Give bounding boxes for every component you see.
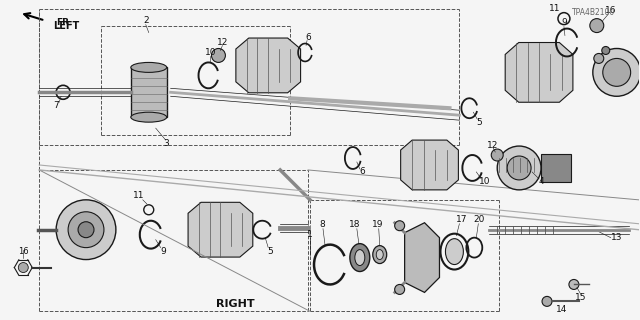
Text: 5: 5 <box>476 118 482 127</box>
Ellipse shape <box>355 250 365 266</box>
Circle shape <box>602 46 610 54</box>
Circle shape <box>395 284 404 294</box>
Circle shape <box>603 59 630 86</box>
Text: 19: 19 <box>372 220 383 229</box>
Polygon shape <box>505 43 573 102</box>
Text: 16: 16 <box>18 247 29 256</box>
Text: 13: 13 <box>611 233 623 242</box>
Text: RIGHT: RIGHT <box>216 299 255 309</box>
Text: 9: 9 <box>161 247 166 256</box>
Ellipse shape <box>350 244 370 271</box>
Text: 15: 15 <box>575 293 587 302</box>
Circle shape <box>594 53 604 63</box>
Polygon shape <box>401 140 458 190</box>
Text: 12: 12 <box>217 38 228 47</box>
Ellipse shape <box>131 112 166 122</box>
Text: 3: 3 <box>163 139 168 148</box>
Circle shape <box>211 49 225 62</box>
Text: 6: 6 <box>305 33 311 42</box>
Text: 11: 11 <box>549 4 561 13</box>
Text: 2: 2 <box>143 16 148 25</box>
Circle shape <box>507 156 531 180</box>
Circle shape <box>542 296 552 306</box>
Bar <box>541 154 571 182</box>
Circle shape <box>492 149 503 161</box>
Ellipse shape <box>372 246 387 264</box>
Circle shape <box>78 222 94 238</box>
Text: 7: 7 <box>53 101 59 110</box>
Circle shape <box>593 49 640 96</box>
Bar <box>131 68 166 117</box>
Ellipse shape <box>376 250 383 260</box>
Text: 4: 4 <box>538 177 544 187</box>
Circle shape <box>19 262 28 273</box>
Text: 10: 10 <box>205 48 216 57</box>
Ellipse shape <box>445 239 463 265</box>
Circle shape <box>395 221 404 231</box>
Text: 14: 14 <box>556 305 568 314</box>
Text: 6: 6 <box>359 167 365 176</box>
Text: FR.: FR. <box>56 18 73 27</box>
Text: 9: 9 <box>561 18 567 27</box>
Circle shape <box>56 200 116 260</box>
Text: 20: 20 <box>474 215 485 224</box>
Circle shape <box>569 279 579 289</box>
Text: TPA4B2100: TPA4B2100 <box>572 8 616 17</box>
Circle shape <box>497 146 541 190</box>
Text: LEFT: LEFT <box>53 20 79 31</box>
Text: 8: 8 <box>319 220 325 229</box>
Text: 17: 17 <box>456 215 467 224</box>
Polygon shape <box>236 38 301 93</box>
Text: 1: 1 <box>307 230 313 239</box>
Polygon shape <box>188 202 253 257</box>
Text: 10: 10 <box>479 177 490 187</box>
Circle shape <box>68 212 104 248</box>
Text: 5: 5 <box>268 247 273 256</box>
Text: 11: 11 <box>133 191 145 200</box>
Polygon shape <box>404 223 440 292</box>
Text: 18: 18 <box>349 220 360 229</box>
Text: 16: 16 <box>605 6 616 15</box>
Circle shape <box>590 19 604 33</box>
Text: 12: 12 <box>486 140 498 149</box>
Ellipse shape <box>131 62 166 72</box>
